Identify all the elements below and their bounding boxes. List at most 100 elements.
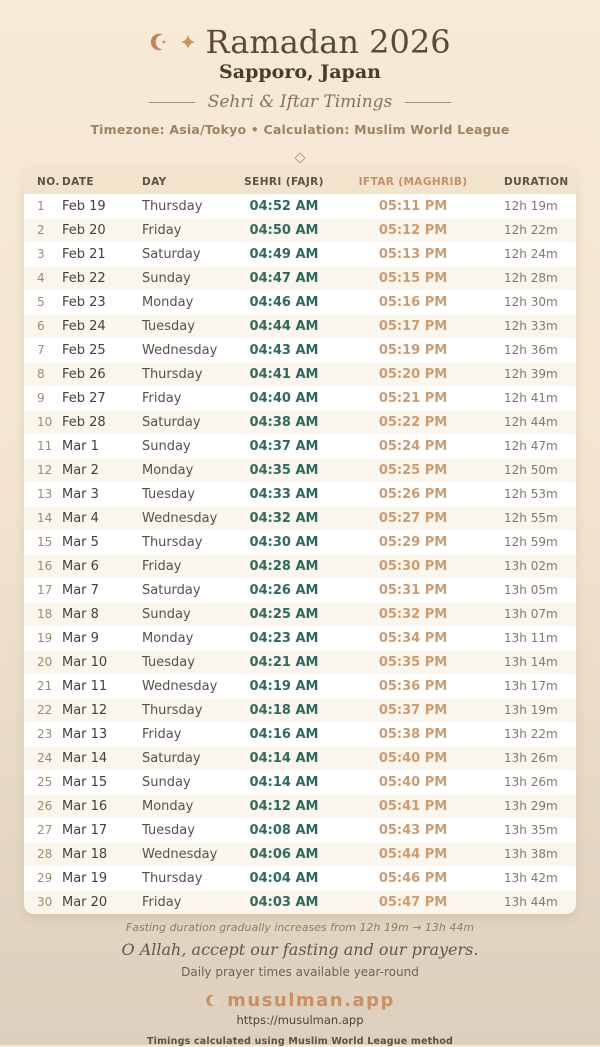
table-row: 30 Mar 20 Friday 04:03 AM 05:47 PM 13h 44m xyxy=(24,890,576,914)
row-date: Mar 8 xyxy=(62,606,99,622)
table-row: 16 Mar 6 Friday 04:28 AM 05:30 PM 13h 02m xyxy=(24,554,576,578)
table-row: 27 Mar 17 Tuesday 04:08 AM 05:43 PM 13h 35m xyxy=(24,818,576,842)
row-day: Thursday xyxy=(142,870,203,886)
row-date: Mar 15 xyxy=(62,774,108,790)
row-day: Friday xyxy=(142,558,182,574)
row-date: Mar 4 xyxy=(62,510,99,526)
row-day: Saturday xyxy=(142,750,201,766)
table-row: 1 Feb 19 Thursday 04:52 AM 05:11 PM 12h 19m xyxy=(24,194,576,218)
row-no: 15 xyxy=(37,535,53,549)
row-sehri: 04:03 AM xyxy=(249,894,319,910)
row-day: Tuesday xyxy=(142,318,195,334)
row-sehri: 04:28 AM xyxy=(249,558,319,574)
row-iftar: 05:25 PM xyxy=(378,462,448,478)
diamond-ornament-wrap xyxy=(0,147,600,164)
row-day: Wednesday xyxy=(142,846,218,862)
row-no: 6 xyxy=(37,319,45,333)
row-duration: 13h 26m xyxy=(504,775,558,789)
row-date: Mar 5 xyxy=(62,534,99,550)
table-row: 29 Mar 19 Thursday 04:04 AM 05:46 PM 13h 42m xyxy=(24,866,576,890)
table-row: 28 Mar 18 Wednesday 04:06 AM 05:44 PM 13h 38m xyxy=(24,842,576,866)
row-no: 24 xyxy=(37,751,53,765)
row-sehri: 04:14 AM xyxy=(249,774,319,790)
table-row: 15 Mar 5 Thursday 04:30 AM 05:29 PM 12h 59m xyxy=(24,530,576,554)
title-row: Ramadan 2026 xyxy=(0,24,600,60)
row-sehri: 04:06 AM xyxy=(249,846,319,862)
row-no: 30 xyxy=(37,895,53,909)
row-iftar: 05:40 PM xyxy=(378,750,448,766)
row-duration: 12h 33m xyxy=(504,319,558,333)
row-iftar: 05:24 PM xyxy=(378,438,448,454)
row-iftar: 05:36 PM xyxy=(378,678,448,694)
page-header: Ramadan 2026 Sapporo, Japan Sehri & Ifta… xyxy=(0,0,600,164)
table-row: 25 Mar 15 Sunday 04:14 AM 05:40 PM 13h 26m xyxy=(24,770,576,794)
row-iftar: 05:32 PM xyxy=(378,606,448,622)
row-duration: 13h 11m xyxy=(504,631,558,645)
row-duration: 12h 55m xyxy=(504,511,558,525)
row-iftar: 05:35 PM xyxy=(378,654,448,670)
row-day: Wednesday xyxy=(142,678,218,694)
table-row: 24 Mar 14 Saturday 04:14 AM 05:40 PM 13h 26m xyxy=(24,746,576,770)
row-sehri: 04:37 AM xyxy=(249,438,319,454)
row-sehri: 04:21 AM xyxy=(249,654,319,670)
row-sehri: 04:04 AM xyxy=(249,870,319,886)
row-no: 13 xyxy=(37,487,53,501)
row-sehri: 04:25 AM xyxy=(249,606,319,622)
row-no: 3 xyxy=(37,247,45,261)
table-row: 12 Mar 2 Monday 04:35 AM 05:25 PM 12h 50m xyxy=(24,458,576,482)
page-title: Ramadan 2026 xyxy=(205,23,451,61)
row-iftar: 05:47 PM xyxy=(378,894,448,910)
row-date: Mar 13 xyxy=(62,726,108,742)
row-iftar: 05:43 PM xyxy=(378,822,448,838)
row-iftar: 05:30 PM xyxy=(378,558,448,574)
row-iftar: 05:40 PM xyxy=(378,774,448,790)
row-iftar: 05:12 PM xyxy=(378,222,448,238)
row-sehri: 04:12 AM xyxy=(249,798,319,814)
row-sehri: 04:26 AM xyxy=(249,582,319,598)
row-date: Feb 28 xyxy=(62,414,106,430)
row-day: Tuesday xyxy=(142,486,195,502)
row-date: Mar 9 xyxy=(62,630,99,646)
row-sehri: 04:30 AM xyxy=(249,534,319,550)
row-no: 7 xyxy=(37,343,45,357)
row-duration: 13h 29m xyxy=(504,799,558,813)
row-sehri: 04:16 AM xyxy=(249,726,319,742)
row-iftar: 05:41 PM xyxy=(378,798,448,814)
row-date: Feb 27 xyxy=(62,390,106,406)
row-sehri: 04:50 AM xyxy=(249,222,319,238)
row-iftar: 05:34 PM xyxy=(378,630,448,646)
row-day: Saturday xyxy=(142,582,201,598)
row-no: 2 xyxy=(37,223,45,237)
row-date: Mar 20 xyxy=(62,894,108,910)
row-no: 18 xyxy=(37,607,53,621)
row-sehri: 04:18 AM xyxy=(249,702,319,718)
row-sehri: 04:44 AM xyxy=(249,318,319,334)
table-row: 14 Mar 4 Wednesday 04:32 AM 05:27 PM 12h 55m xyxy=(24,506,576,530)
row-date: Mar 7 xyxy=(62,582,99,598)
row-day: Saturday xyxy=(142,414,201,430)
row-day: Thursday xyxy=(142,366,203,382)
row-no: 21 xyxy=(37,679,53,693)
table-row: 2 Feb 20 Friday 04:50 AM 05:12 PM 12h 22m xyxy=(24,218,576,242)
column-header-sehri: SEHRI (FAJR) xyxy=(244,175,324,188)
row-day: Sunday xyxy=(142,606,191,622)
row-no: 25 xyxy=(37,775,53,789)
row-day: Monday xyxy=(142,462,194,478)
table-row: 4 Feb 22 Sunday 04:47 AM 05:15 PM 12h 28m xyxy=(24,266,576,290)
row-no: 17 xyxy=(37,583,53,597)
row-no: 1 xyxy=(37,199,45,213)
crescent-moon-icon xyxy=(149,31,172,53)
row-duration: 13h 19m xyxy=(504,703,558,717)
column-header-duration: DURATION xyxy=(504,175,569,188)
row-date: Mar 2 xyxy=(62,462,99,478)
row-date: Mar 12 xyxy=(62,702,108,718)
row-duration: 12h 28m xyxy=(504,271,558,285)
row-duration: 12h 59m xyxy=(504,535,558,549)
row-duration: 12h 44m xyxy=(504,415,558,429)
row-duration: 13h 17m xyxy=(504,679,558,693)
row-day: Friday xyxy=(142,894,182,910)
table-row: 5 Feb 23 Monday 04:46 AM 05:16 PM 12h 30m xyxy=(24,290,576,314)
row-duration: 13h 26m xyxy=(504,751,558,765)
table-row: 11 Mar 1 Sunday 04:37 AM 05:24 PM 12h 47m xyxy=(24,434,576,458)
row-date: Feb 26 xyxy=(62,366,106,382)
